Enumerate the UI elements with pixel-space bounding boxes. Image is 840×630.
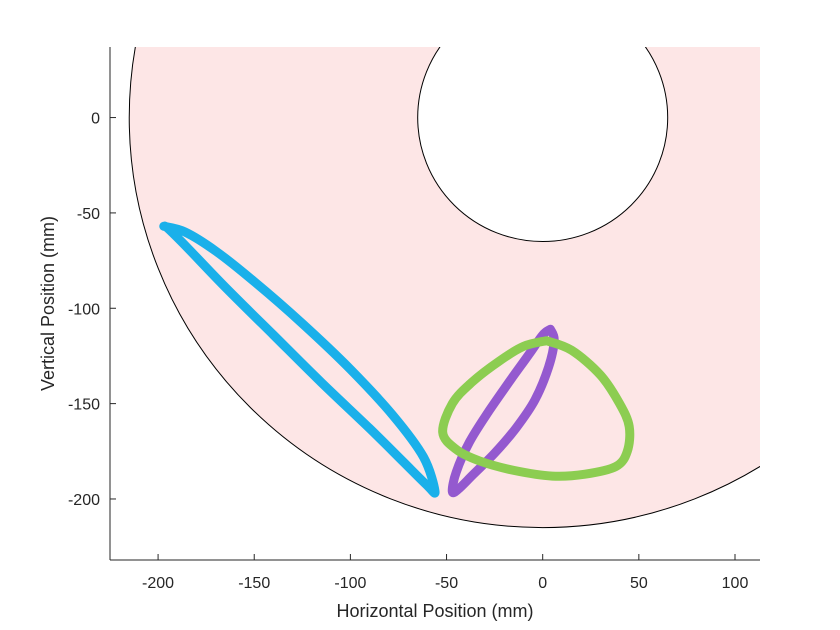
series-2-line <box>447 324 559 498</box>
y-ticks: 0 -50 -100 -150 -200 <box>68 111 116 509</box>
x-axis-label: Horizontal Position (mm) <box>336 601 533 621</box>
x-tick-label: 100 <box>722 575 749 592</box>
plot-area <box>128 47 760 529</box>
y-tick-label: -100 <box>68 301 100 318</box>
series-3-line <box>438 336 635 481</box>
x-tick-label: -50 <box>435 575 458 592</box>
series-layer <box>159 221 635 498</box>
y-tick-label: 0 <box>91 111 100 128</box>
x-tick-label: -150 <box>238 575 270 592</box>
axes: -200 -150 -100 -50 0 50 100 0 -50 -100 -150 -200 <box>68 47 760 592</box>
workspace-annulus <box>128 47 760 529</box>
y-tick-label: -200 <box>68 492 100 509</box>
y-tick-label: -50 <box>77 206 100 223</box>
x-tick-label: -200 <box>142 575 174 592</box>
x-tick-label: 50 <box>630 575 648 592</box>
y-axis-label: Vertical Position (mm) <box>38 216 58 391</box>
x-ticks: -200 -150 -100 -50 0 50 100 <box>142 554 748 592</box>
y-tick-label: -150 <box>68 397 100 414</box>
x-tick-label: 0 <box>538 575 547 592</box>
x-tick-label: -100 <box>334 575 366 592</box>
series-1-line <box>159 221 440 498</box>
